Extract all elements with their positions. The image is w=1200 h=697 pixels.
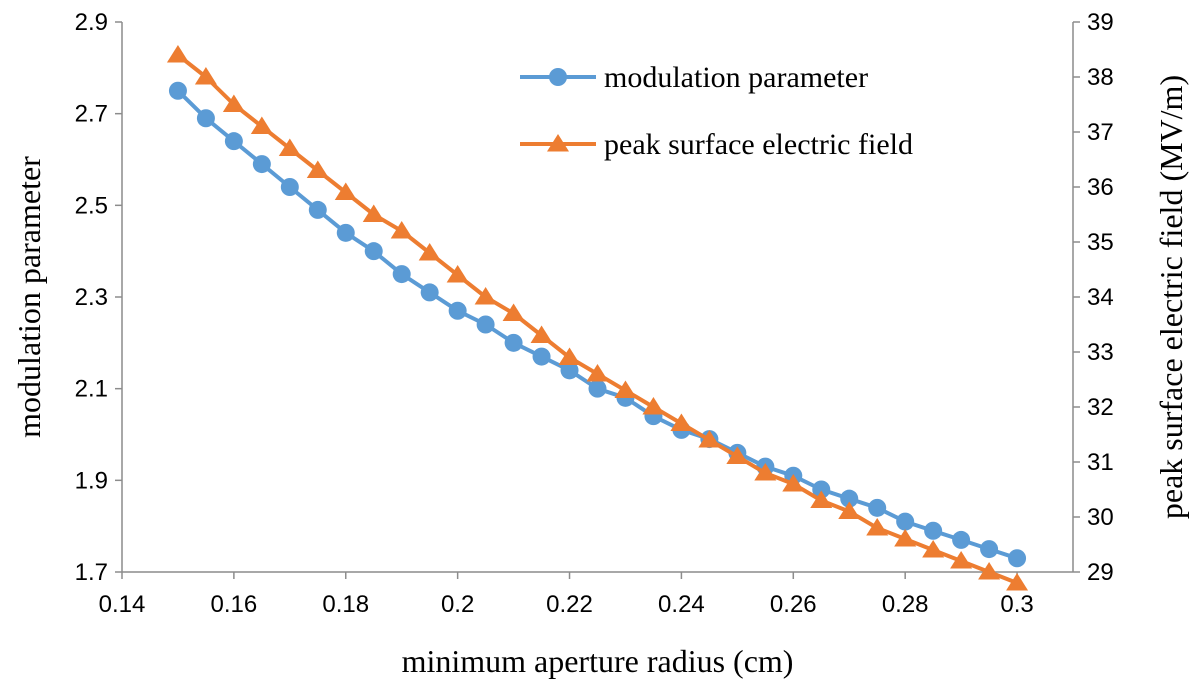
axes-layer: 0.14 0.16 0.18 0.2 0.22 0.24 0.26 0.28 0.3 1.7 1.9… bbox=[75, 9, 1114, 618]
y2-tick-label: 34 bbox=[1087, 284, 1114, 311]
data-point bbox=[642, 397, 665, 415]
x-tick-label: 0.24 bbox=[658, 591, 705, 618]
y-axis-title: modulation parameter bbox=[11, 156, 47, 438]
data-point bbox=[278, 138, 301, 156]
data-point bbox=[308, 200, 327, 219]
data-point bbox=[1008, 549, 1027, 568]
y2-tick-label: 31 bbox=[1087, 449, 1114, 476]
legend: modulation parameter peak surface electri… bbox=[520, 61, 913, 161]
data-point bbox=[530, 325, 553, 343]
data-point bbox=[868, 498, 887, 517]
data-point bbox=[614, 380, 637, 398]
data-point bbox=[896, 512, 915, 531]
data-point bbox=[560, 361, 579, 380]
y2-tick-label: 39 bbox=[1087, 9, 1114, 36]
data-point bbox=[726, 446, 749, 464]
data-point bbox=[194, 67, 217, 85]
data-point bbox=[252, 155, 271, 174]
data-point bbox=[250, 116, 273, 134]
data-point bbox=[224, 132, 243, 151]
data-point bbox=[306, 160, 329, 178]
series-1 bbox=[166, 45, 1029, 591]
data-point bbox=[334, 182, 357, 200]
y-tick-label: 1.9 bbox=[75, 467, 108, 494]
data-point bbox=[924, 521, 943, 540]
legend-item: peak surface electric field bbox=[520, 128, 913, 161]
data-point bbox=[362, 204, 385, 222]
legend-label: peak surface electric field bbox=[604, 128, 913, 161]
y2-tick-label: 32 bbox=[1087, 394, 1114, 421]
x-tick-label: 0.16 bbox=[211, 591, 258, 618]
y2-tick-label: 33 bbox=[1087, 339, 1114, 366]
y2-tick-label: 37 bbox=[1087, 119, 1114, 146]
data-point bbox=[280, 178, 299, 196]
x-tick-label: 0.2 bbox=[441, 591, 474, 618]
y2-tick-label: 29 bbox=[1087, 559, 1114, 586]
data-point bbox=[812, 480, 831, 499]
data-point bbox=[586, 364, 609, 382]
data-point bbox=[894, 529, 917, 547]
x-axis-title: minimum aperture radius (cm) bbox=[402, 643, 794, 679]
x-tick-label: 0.28 bbox=[882, 591, 929, 618]
data-point bbox=[502, 303, 525, 321]
y2-tick-label: 36 bbox=[1087, 174, 1114, 201]
y-tick-label: 2.7 bbox=[75, 101, 108, 128]
series-layer bbox=[166, 45, 1029, 591]
data-point bbox=[446, 265, 469, 283]
legend-item: modulation parameter bbox=[520, 61, 868, 94]
data-point bbox=[588, 379, 607, 398]
data-point bbox=[952, 530, 971, 549]
data-point bbox=[168, 81, 187, 100]
x-tick-label: 0.22 bbox=[546, 591, 593, 618]
y-tick-label: 2.5 bbox=[75, 192, 108, 219]
data-point bbox=[558, 347, 581, 365]
y2-tick-label: 35 bbox=[1087, 229, 1114, 256]
data-point bbox=[392, 265, 411, 284]
y2-tick-label: 30 bbox=[1087, 504, 1114, 531]
data-point bbox=[840, 489, 859, 508]
data-point bbox=[532, 347, 551, 366]
data-point bbox=[754, 463, 777, 481]
x-tick-label: 0.14 bbox=[99, 591, 146, 618]
data-point bbox=[1006, 573, 1029, 591]
data-point bbox=[448, 301, 467, 320]
data-point bbox=[196, 109, 215, 128]
y-tick-label: 2.9 bbox=[75, 9, 108, 36]
x-tick-label: 0.26 bbox=[770, 591, 817, 618]
data-point bbox=[810, 490, 833, 508]
y2-tick-label: 38 bbox=[1087, 64, 1114, 91]
data-point bbox=[166, 45, 189, 63]
data-point bbox=[922, 540, 945, 558]
data-point bbox=[782, 474, 805, 492]
data-point bbox=[474, 287, 497, 305]
data-point bbox=[364, 242, 383, 261]
legend-label: modulation parameter bbox=[604, 61, 868, 94]
data-point bbox=[504, 333, 523, 352]
x-tick-label: 0.18 bbox=[322, 591, 369, 618]
data-point bbox=[390, 221, 413, 239]
data-point bbox=[418, 243, 441, 261]
data-point bbox=[670, 413, 693, 431]
data-point bbox=[978, 562, 1001, 580]
data-point bbox=[336, 223, 355, 242]
legend-marker bbox=[549, 68, 567, 86]
data-point bbox=[838, 501, 861, 519]
y-tick-label: 2.3 bbox=[75, 284, 108, 311]
data-point bbox=[476, 315, 495, 334]
data-point bbox=[222, 94, 245, 112]
data-point bbox=[698, 430, 721, 448]
x-tick-label: 0.3 bbox=[1000, 591, 1033, 618]
data-point bbox=[980, 540, 999, 559]
legend-marker bbox=[547, 134, 569, 152]
y2-axis-title: peak surface electric field (MV/m) bbox=[1153, 75, 1189, 519]
data-point bbox=[950, 551, 973, 569]
data-point bbox=[866, 518, 889, 536]
y-tick-label: 1.7 bbox=[75, 559, 108, 586]
data-point bbox=[420, 283, 439, 302]
y-tick-label: 2.1 bbox=[75, 376, 108, 403]
